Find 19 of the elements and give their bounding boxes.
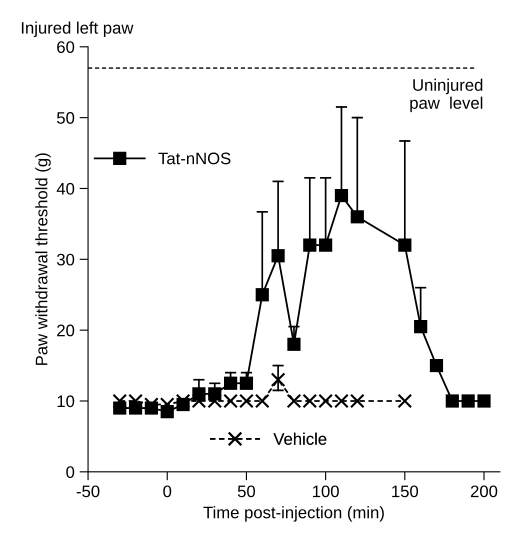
legend-label: Vehicle [273, 432, 326, 445]
legend-label: Tat-nNOS [158, 152, 230, 164]
y-axis-title: Paw withdrawal threshold (g) [35, 153, 51, 365]
x-tick-label: 100 [312, 485, 339, 498]
y-tick-label: 10 [58, 395, 74, 408]
x-tick-label: 150 [392, 485, 418, 498]
y-tick-label: 30 [56, 254, 74, 266]
y-tick-label: 20 [57, 324, 74, 336]
ref-line-label: Uninjured paw level [410, 78, 482, 112]
x-axis-title: Time post-injection (min) [203, 506, 384, 522]
x-tick-label: 200 [470, 485, 498, 498]
x-tick-label: 0 [163, 485, 172, 498]
y-tick-label: 0 [66, 466, 74, 478]
x-tick-label: 50 [238, 485, 256, 498]
y-tick-label: 50 [56, 112, 74, 124]
chart-title: Injured left paw [22, 22, 134, 38]
x-tick-label: -50 [76, 485, 100, 498]
y-tick-label: 40 [56, 182, 74, 195]
y-tick-label: 60 [57, 41, 74, 54]
